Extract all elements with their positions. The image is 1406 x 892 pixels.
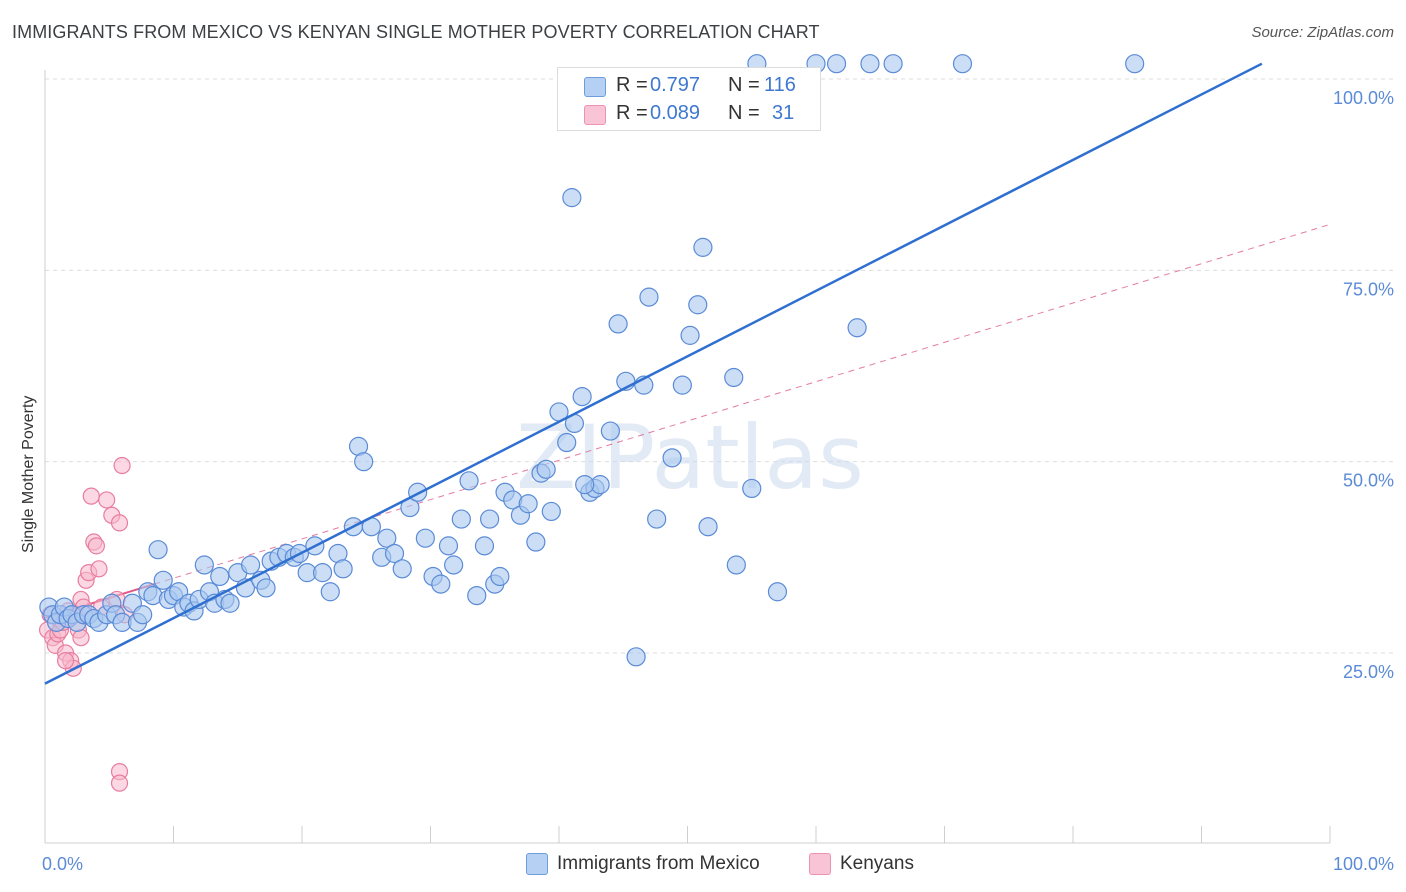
mexico-point	[724, 367, 744, 388]
axes	[44, 70, 1331, 844]
bottom-legend-swatch-mexico	[526, 853, 548, 875]
mexico-point	[726, 555, 746, 575]
mexico-point	[415, 528, 435, 548]
legend-n-value: 116	[764, 74, 796, 96]
legend-swatch-mexico	[584, 77, 606, 97]
mexico-point	[408, 482, 428, 502]
kenyans-point	[72, 629, 90, 647]
mexico-point	[194, 555, 214, 575]
mexico-point	[490, 566, 510, 587]
mexico-point	[377, 528, 397, 548]
legend-row-kenyans: R = 0.089 N = 31	[558, 99, 820, 129]
mexico-point	[241, 555, 261, 575]
mexico-point	[431, 574, 451, 594]
mexico-point	[467, 585, 487, 606]
mexico-point	[647, 509, 667, 529]
kenyans-point	[82, 487, 100, 505]
mexico-point	[742, 478, 762, 499]
legend-n-label: N =	[728, 102, 760, 124]
chart-title: IMMIGRANTS FROM MEXICO VS KENYAN SINGLE …	[12, 22, 820, 42]
mexico-point	[1125, 54, 1145, 74]
mexico-point	[600, 421, 621, 441]
mexico-point	[148, 540, 168, 560]
kenyans-point	[110, 774, 129, 792]
mexico-point	[693, 237, 713, 257]
mexico-point	[608, 314, 628, 334]
mexico-point	[557, 432, 577, 453]
mexico-point	[526, 532, 546, 552]
mexico-point	[320, 582, 340, 602]
mexico-point	[847, 318, 867, 338]
mexico-point	[220, 593, 240, 613]
mexico-point	[662, 448, 682, 468]
legend-n-label: N =	[728, 74, 760, 96]
mexico-point	[688, 295, 708, 315]
mexico-point	[541, 501, 561, 522]
mexico-point	[536, 459, 556, 479]
mexico-point	[639, 287, 659, 307]
kenyans-point	[87, 537, 106, 555]
legend-r-value: 0.797	[650, 74, 701, 96]
mexico-trendline	[44, 62, 1263, 685]
mexico-trendline-line	[44, 62, 1263, 685]
tick-labels: 25.0% 50.0% 75.0% 100.0% 0.0% 100.0%	[42, 88, 1394, 874]
mexico-point	[480, 509, 500, 529]
mexico-point	[826, 54, 847, 74]
kenyans-trendline-dashed	[154, 223, 1331, 585]
bottom-legend-swatch-kenyans	[809, 853, 831, 875]
mexico-point	[698, 517, 718, 537]
mexico-point	[133, 605, 153, 625]
mexico-point	[438, 536, 459, 556]
bottom-legend-label-kenyans: Kenyans	[840, 853, 914, 874]
kenyans-point	[113, 456, 131, 475]
legend-row-mexico: R = 0.797 N = 116	[558, 71, 820, 101]
y-tick-label: 50.0%	[1343, 471, 1394, 491]
mexico-point	[459, 471, 479, 491]
mexico-point	[572, 387, 592, 407]
mexico-point	[883, 54, 903, 74]
mexico-point	[444, 555, 464, 575]
legend-r-value: 0.089	[650, 102, 701, 124]
mexico-point	[210, 566, 230, 587]
kenyans-point	[90, 560, 108, 578]
mexico-point	[451, 509, 471, 529]
mexico-point	[575, 475, 595, 495]
mexico-point	[312, 563, 333, 583]
mexico-point	[562, 188, 582, 208]
legend-n-value: 31	[772, 102, 795, 124]
mexico-point	[153, 570, 173, 590]
source-label: Source: ZipAtlas.com	[1251, 24, 1394, 41]
mexico-point	[474, 536, 495, 556]
mexico-point	[354, 452, 374, 472]
mexico-point	[626, 647, 646, 667]
mexico-point	[767, 582, 788, 602]
legend-r-label: R =	[616, 102, 648, 124]
mexico-point	[672, 375, 692, 395]
mexico-point	[384, 543, 405, 564]
mexico-point	[860, 54, 880, 74]
mexico-points	[39, 54, 1145, 667]
kenyans-point	[98, 491, 116, 509]
mexico-point	[952, 54, 973, 74]
y-tick-label: 25.0%	[1343, 662, 1394, 682]
kenyans-point	[56, 652, 75, 670]
legend-r-label: R =	[616, 74, 648, 96]
kenyans-point	[110, 514, 129, 532]
mexico-point	[680, 325, 700, 345]
mexico-point	[518, 494, 538, 514]
legend-swatch-kenyans	[584, 105, 606, 125]
bottom-legend-label-mexico: Immigrants from Mexico	[557, 853, 760, 874]
mexico-point	[256, 578, 276, 598]
x-tick-label: 0.0%	[42, 854, 83, 874]
mexico-point	[333, 559, 353, 579]
mexico-point	[392, 559, 412, 579]
y-tick-label: 100.0%	[1333, 88, 1394, 108]
correlation-legend: R = 0.797 N = 116 R = 0.089 N = 31	[557, 67, 821, 131]
x-tick-label: 100.0%	[1333, 854, 1394, 874]
y-tick-label: 75.0%	[1343, 279, 1394, 299]
